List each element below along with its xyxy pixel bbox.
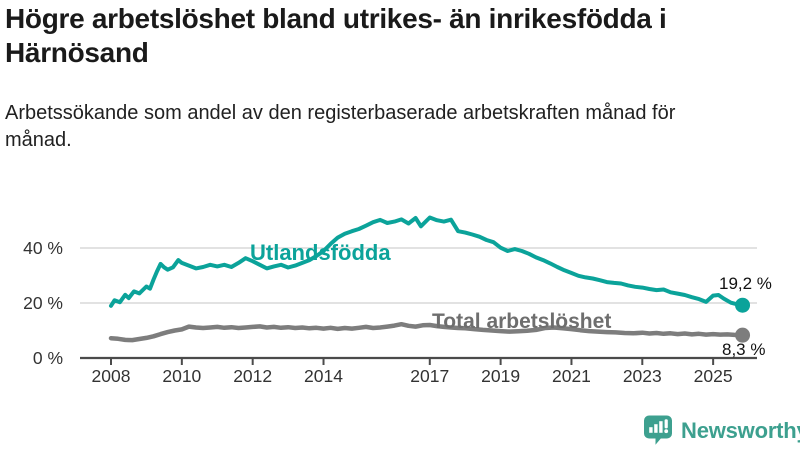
series-line-total [108,321,745,343]
newsworthy-logo-text: Newsworthy [681,417,800,443]
x-tick-label: 2021 [552,366,591,386]
chart-title: Högre arbetslöshet bland utrikes- än inr… [5,3,667,68]
end-dot-utlandsfodda [735,297,751,313]
end-dot-total [735,327,751,343]
x-tick-label: 2017 [410,366,449,386]
newsworthy-bar-chart-bubble-icon [644,415,672,445]
x-tick-label: 2010 [162,366,201,386]
x-tick-label: 2014 [304,366,343,386]
y-tick-label: 40 % [23,238,63,258]
y-tick-label: 20 % [23,293,63,313]
y-tick-label: 0 % [33,348,63,368]
x-tick-label: 2019 [481,366,520,386]
x-tick-label: 2012 [233,366,272,386]
chart-subtitle: Arbetssökande som andel av den registerb… [5,102,676,151]
series-label-utlandsfodda: Utlandsfödda [250,240,391,265]
end-value-utlandsfodda: 19,2 % [719,274,772,293]
end-value-total-arbetsloshet: 8,3 % [722,340,766,359]
x-tick-label: 2008 [92,366,131,386]
newsworthy-logo[interactable]: Newsworthy [644,415,800,446]
series-label-total-arbetsloshet: Total arbetslöshet [432,310,612,333]
x-tick-label: 2023 [623,366,662,386]
series-line-utlandsfodda [109,215,745,308]
x-tick-label: 2025 [694,366,733,386]
